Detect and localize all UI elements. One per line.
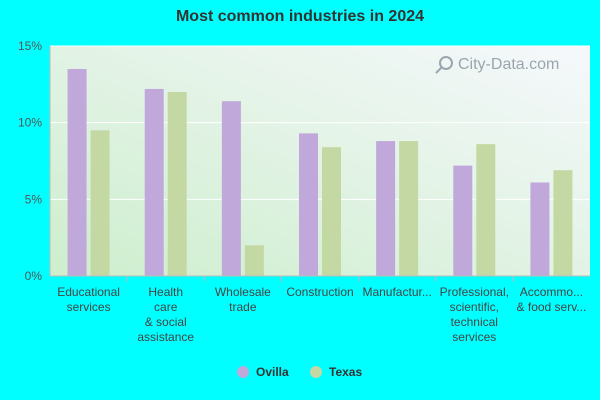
x-tick-label: Manufactur...: [362, 285, 431, 299]
x-tick-label: Educational services: [57, 285, 120, 314]
x-tick-label-line: Educational: [57, 285, 120, 299]
x-tick-label: Health care & social assistance: [137, 285, 194, 344]
legend: Ovilla Texas: [237, 365, 362, 379]
x-tick-label-line: Accommo...: [520, 285, 583, 299]
legend-label-ovilla: Ovilla: [256, 365, 289, 379]
bar-texas: [90, 130, 110, 276]
y-tick-label: 0%: [25, 269, 43, 283]
x-tick-label-line: Wholesale: [215, 285, 271, 299]
bar-texas: [244, 245, 264, 276]
y-tick-label: 15%: [18, 39, 42, 53]
watermark: City-Data.com: [435, 56, 559, 74]
x-tick-label: Accommo... & food serv...: [517, 285, 587, 314]
x-tick-label-line: Construction: [286, 285, 353, 299]
x-tick-label-line: assistance: [137, 330, 194, 344]
bar-texas: [553, 170, 573, 276]
bar-ovilla: [453, 165, 473, 276]
bar-ovilla: [530, 182, 550, 276]
x-tick-label-line: technical: [451, 315, 498, 329]
bar-texas: [322, 147, 341, 276]
watermark-text: City-Data.com: [458, 56, 559, 73]
legend-label-texas: Texas: [329, 365, 362, 379]
x-tick-label: Wholesale trade: [215, 285, 271, 314]
x-tick-label-line: care: [154, 300, 178, 314]
x-tick-label: Professional, scientific, technical service…: [440, 285, 509, 344]
bar-texas: [167, 92, 187, 276]
bar-texas: [476, 144, 496, 276]
plot-area: [50, 46, 590, 276]
bar-ovilla: [299, 133, 318, 276]
bar-ovilla: [376, 141, 396, 276]
bar-ovilla: [67, 69, 87, 276]
x-tick-label-line: services: [67, 300, 111, 314]
y-tick-label: 5%: [25, 192, 43, 206]
x-tick-label-line: & social: [145, 315, 187, 329]
x-tick-label-line: scientific,: [450, 300, 499, 314]
x-tick-label-line: Professional,: [440, 285, 509, 299]
bar-ovilla: [144, 88, 164, 276]
watermark-search-icon-handle: [435, 66, 443, 74]
x-tick-label-line: services: [452, 330, 496, 344]
x-tick-label-line: trade: [229, 300, 257, 314]
y-tick-label: 10%: [18, 116, 42, 130]
x-tick-label-line: Health: [148, 285, 183, 299]
watermark-search-icon: [439, 56, 453, 70]
bar-texas: [399, 141, 419, 276]
y-axis: 0% 5% 10% 15%: [18, 39, 51, 283]
legend-swatch-texas: [310, 366, 322, 378]
chart-title: Most common industries in 2024: [175, 8, 425, 25]
bar-ovilla: [221, 101, 241, 276]
bars: [67, 69, 573, 276]
legend-swatch-ovilla: [237, 366, 249, 378]
x-tick-label-line: & food serv...: [517, 300, 587, 314]
x-tick-label: Construction: [286, 285, 353, 299]
x-tick-label-line: Manufactur...: [362, 285, 431, 299]
